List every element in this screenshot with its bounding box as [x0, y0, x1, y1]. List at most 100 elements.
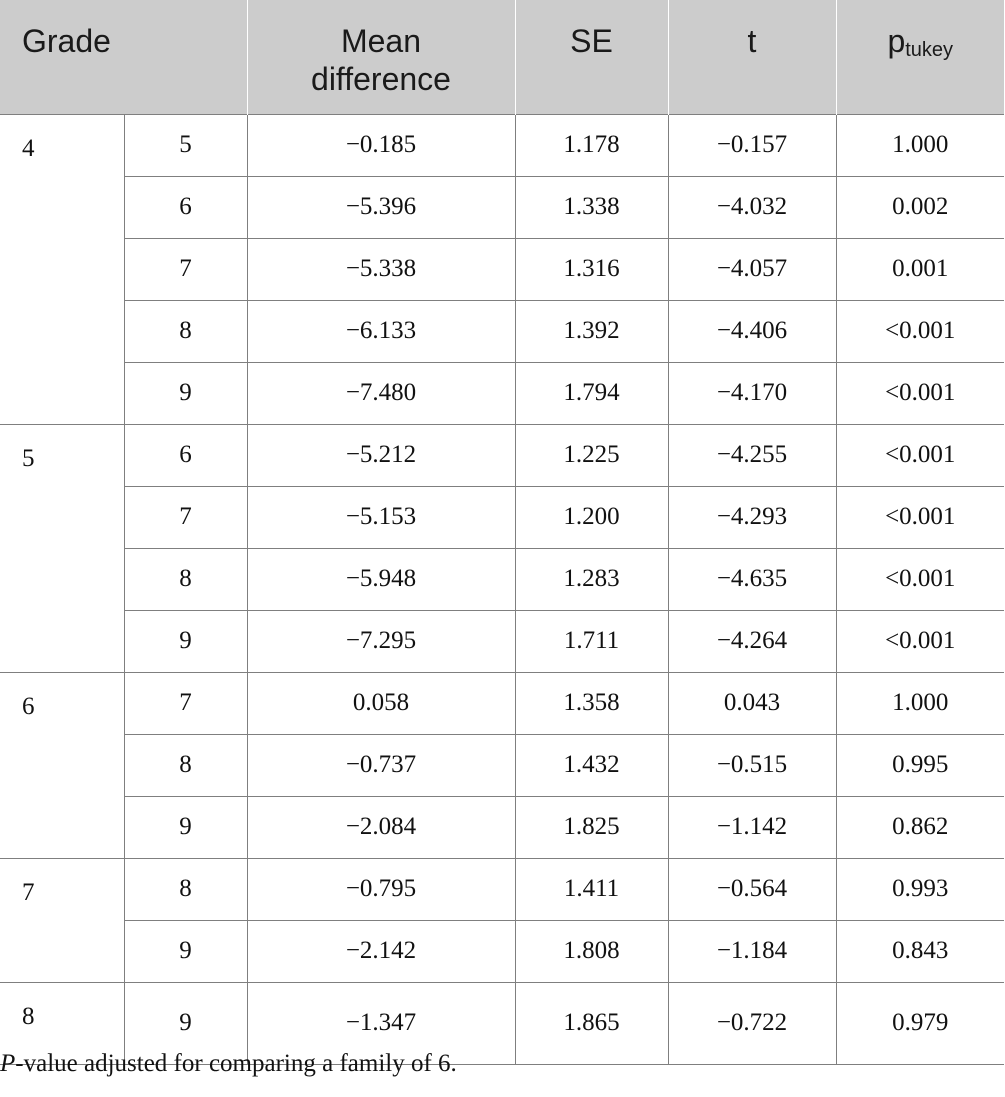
mean-difference-cell: −0.737	[246, 733, 516, 797]
mean-difference-cell: −5.948	[246, 547, 516, 611]
mean-difference-cell: −0.795	[246, 857, 516, 921]
p-tukey-cell: <0.001	[835, 547, 1004, 611]
mean-difference-cell: −5.153	[246, 485, 516, 549]
mean-difference-cell: −1.347	[246, 981, 516, 1065]
comparison-grade-cell: 8	[124, 733, 248, 797]
grade-cell: 5	[0, 423, 125, 673]
header-row: Grade Mean difference SE t ptukey	[0, 0, 1004, 114]
table-row: 7 −5.338 1.316 −4.057 0.001	[0, 237, 1004, 301]
comparison-grade-cell: 6	[124, 175, 248, 239]
se-cell: 1.283	[514, 547, 669, 611]
comparison-grade-cell: 7	[124, 485, 248, 549]
comparison-grade-cell: 7	[123, 671, 248, 735]
mean-difference-cell: −5.338	[246, 237, 516, 301]
t-cell: −4.293	[667, 485, 837, 549]
p-tukey-cell: 0.979	[835, 981, 1004, 1065]
header-t: t	[668, 0, 837, 114]
footnote-text: -value adjusted for comparing a family o…	[15, 1050, 457, 1077]
p-tukey-cell: 0.002	[835, 175, 1004, 239]
t-cell: −0.722	[667, 981, 837, 1065]
footnote-italic: P	[0, 1050, 16, 1077]
table-row: 8 9 −1.347 1.865 −0.722 0.979	[0, 981, 1004, 1065]
p-tukey-cell: 0.001	[835, 237, 1004, 301]
se-cell: 1.338	[514, 175, 669, 239]
se-cell: 1.825	[514, 795, 669, 859]
footnote: P-value adjusted for comparing a family …	[0, 1050, 457, 1078]
table-row: 8 −5.948 1.283 −4.635 <0.001	[0, 547, 1004, 611]
t-cell: −4.057	[667, 237, 837, 301]
mean-difference-cell: 0.058	[246, 671, 516, 735]
p-tukey-cell: 0.843	[835, 919, 1004, 983]
header-p-tukey: ptukey	[836, 0, 1004, 114]
p-tukey-cell: 0.993	[835, 857, 1004, 921]
table-row: 9 −2.142 1.808 −1.184 0.843	[0, 919, 1004, 983]
table-row: 6 7 0.058 1.358 0.043 1.000	[0, 671, 1004, 859]
header-mean-difference-line2: difference	[311, 61, 451, 97]
table-row: 6 −5.396 1.338 −4.032 0.002	[0, 175, 1004, 239]
se-cell: 1.316	[514, 237, 669, 301]
mean-difference-cell: −6.133	[246, 299, 516, 363]
t-cell: −4.032	[667, 175, 837, 239]
se-cell: 1.358	[514, 671, 669, 735]
t-cell: −1.184	[667, 919, 837, 983]
mean-difference-cell: −7.480	[246, 361, 516, 425]
comparison-grade-cell: 9	[124, 609, 248, 673]
comparison-grade-cell: 8	[123, 857, 248, 921]
mean-difference-cell: −2.084	[246, 795, 516, 859]
grade-cell: 8	[0, 981, 125, 1065]
mean-difference-cell: −2.142	[246, 919, 516, 983]
header-mean-difference-line1: Mean	[340, 23, 422, 59]
table-row: 9 −2.084 1.825 −1.142 0.862	[0, 795, 1004, 859]
t-cell: −4.264	[667, 609, 837, 673]
mean-difference-cell: −0.185	[246, 113, 516, 177]
se-cell: 1.200	[514, 485, 669, 549]
comparison-grade-cell: 9	[124, 919, 248, 983]
p-tukey-cell: <0.001	[835, 609, 1004, 673]
p-tukey-cell: <0.001	[835, 485, 1004, 549]
table-row: 7 −5.153 1.200 −4.293 <0.001	[0, 485, 1004, 549]
mean-difference-cell: −5.212	[246, 423, 516, 487]
t-cell: −4.170	[667, 361, 837, 425]
table-header: Grade Mean difference SE t ptukey	[0, 0, 1004, 114]
se-cell: 1.711	[514, 609, 669, 673]
p-tukey-cell: <0.001	[835, 361, 1004, 425]
comparison-grade-cell: 9	[124, 361, 248, 425]
comparison-grade-cell: 7	[124, 237, 248, 301]
table-row: 9 −7.480 1.794 −4.170 <0.001	[0, 361, 1004, 425]
header-se: SE	[515, 0, 669, 114]
se-cell: 1.178	[514, 113, 669, 177]
grade-cell: 6	[0, 671, 125, 859]
comparison-grade-cell: 9	[123, 981, 248, 1065]
table-row: 5 6 −5.212 1.225 −4.255 <0.001	[0, 423, 1004, 673]
p-tukey-cell: 0.995	[835, 733, 1004, 797]
t-cell: −4.406	[667, 299, 837, 363]
p-tukey-cell: <0.001	[835, 299, 1004, 363]
grade-cell: 4	[0, 113, 125, 425]
t-cell: −0.157	[667, 113, 837, 177]
se-cell: 1.865	[514, 981, 669, 1065]
t-cell: −0.515	[667, 733, 837, 797]
se-cell: 1.432	[514, 733, 669, 797]
comparison-grade-cell: 8	[124, 547, 248, 611]
header-mean-difference: Mean difference	[247, 0, 516, 114]
table-body: 4 5 −0.185 1.178 −0.157 1.000 6 −5.396 1.338 −4.0…	[0, 113, 1004, 1065]
p-tukey-cell: 1.000	[835, 671, 1004, 735]
p-tukey-cell: <0.001	[835, 423, 1004, 487]
se-cell: 1.411	[514, 857, 669, 921]
t-cell: −4.255	[667, 423, 837, 487]
se-cell: 1.808	[514, 919, 669, 983]
table-row: 9 −7.295 1.711 −4.264 <0.001	[0, 609, 1004, 673]
table-row: 8 −0.737 1.432 −0.515 0.995	[0, 733, 1004, 797]
se-cell: 1.794	[514, 361, 669, 425]
se-cell: 1.392	[514, 299, 669, 363]
comparison-grade-cell: 8	[124, 299, 248, 363]
comparison-grade-cell: 5	[123, 113, 248, 177]
t-cell: 0.043	[667, 671, 837, 735]
t-cell: −1.142	[667, 795, 837, 859]
mean-difference-cell: −5.396	[246, 175, 516, 239]
p-tukey-cell: 0.862	[835, 795, 1004, 859]
grade-cell: 7	[0, 857, 125, 983]
table-row: 4 5 −0.185 1.178 −0.157 1.000	[0, 113, 1004, 425]
comparison-grade-cell: 6	[123, 423, 248, 487]
header-p-main: p	[887, 23, 906, 59]
